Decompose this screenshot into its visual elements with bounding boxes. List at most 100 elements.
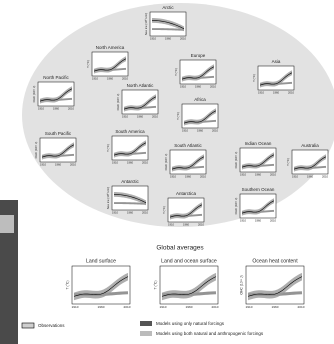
panel-title: Land and ocean surface bbox=[161, 259, 217, 265]
x-tick-label: 2010 bbox=[288, 90, 294, 94]
x-tick-label: 1960 bbox=[107, 76, 113, 80]
x-tick-label: 1960 bbox=[273, 90, 279, 94]
y-axis-label: T (°C) bbox=[252, 74, 256, 82]
y-axis-label: OHC (10²² J) bbox=[240, 275, 244, 294]
x-tick-label: 2010 bbox=[322, 174, 328, 178]
x-tick-label: 2010 bbox=[124, 305, 131, 309]
x-tick-label: 2010 bbox=[142, 160, 148, 164]
x-tick-label: 2010 bbox=[152, 114, 158, 118]
x-tick-label: 1960 bbox=[98, 305, 105, 309]
x-tick-label: 1910 bbox=[168, 222, 174, 226]
section-title: Global averages bbox=[156, 245, 204, 252]
x-tick-label: 1960 bbox=[183, 222, 189, 226]
x-tick-label: 2010 bbox=[270, 172, 276, 176]
panel-title: Asia bbox=[272, 59, 281, 64]
x-tick-label: 1910 bbox=[72, 305, 79, 309]
panel-title: South Atlantic bbox=[174, 143, 202, 148]
x-tick-label: 1960 bbox=[53, 106, 59, 110]
x-tick-label: 1960 bbox=[127, 160, 133, 164]
legend-swatch bbox=[22, 323, 34, 328]
x-tick-label: 1910 bbox=[170, 174, 176, 178]
x-tick-label: 2010 bbox=[70, 162, 76, 166]
x-tick-label: 1910 bbox=[160, 305, 167, 309]
panel-title: Antarctica bbox=[176, 191, 197, 196]
y-axis-label: T (°C) bbox=[286, 158, 290, 166]
y-axis-label: OHC (10²² J) bbox=[34, 142, 38, 159]
x-tick-label: 1960 bbox=[255, 218, 261, 222]
x-tick-label: 2010 bbox=[198, 222, 204, 226]
natural-band bbox=[114, 203, 146, 204]
panel-title: Arctic bbox=[162, 5, 174, 10]
x-tick-label: 1910 bbox=[180, 84, 186, 88]
x-tick-label: 1960 bbox=[165, 36, 171, 40]
y-axis-label: T (°C) bbox=[174, 68, 178, 76]
panel-title: Land surface bbox=[86, 259, 116, 265]
panel-title: Africa bbox=[194, 97, 206, 102]
y-axis-label: OHC (10²² J) bbox=[234, 152, 238, 169]
panel-title: Ocean heat content bbox=[252, 259, 298, 265]
panel-title: Southern Ocean bbox=[242, 187, 275, 192]
panel-title: Europe bbox=[191, 53, 206, 58]
y-axis-label: OHC (10²² J) bbox=[32, 86, 36, 103]
x-tick-label: 2010 bbox=[200, 174, 206, 178]
x-tick-label: 1960 bbox=[195, 84, 201, 88]
y-axis-label: Sea ice (10⁶ km²) bbox=[106, 187, 110, 210]
figure: Global averages Observations Models usin… bbox=[0, 0, 334, 344]
x-tick-label: 2010 bbox=[212, 305, 219, 309]
x-tick-label: 2010 bbox=[68, 106, 74, 110]
y-axis-label: T (°C) bbox=[66, 281, 70, 290]
legend-label: Models using only natural forcings bbox=[156, 321, 225, 326]
x-tick-label: 1910 bbox=[258, 90, 264, 94]
x-tick-label: 1910 bbox=[292, 174, 298, 178]
x-tick-label: 1910 bbox=[92, 76, 98, 80]
x-tick-label: 2010 bbox=[180, 36, 186, 40]
legend-label: Models using both natural and anthropoge… bbox=[156, 331, 264, 336]
x-tick-label: 1960 bbox=[272, 305, 279, 309]
panel-title: Australia bbox=[301, 143, 319, 148]
x-tick-label: 1960 bbox=[255, 172, 261, 176]
x-tick-label: 1910 bbox=[182, 128, 188, 132]
x-tick-label: 2010 bbox=[212, 128, 218, 132]
x-tick-label: 1910 bbox=[112, 160, 118, 164]
panel-title: Antarctic bbox=[121, 179, 139, 184]
legend-label: Observations bbox=[38, 323, 65, 328]
x-tick-label: 1960 bbox=[307, 174, 313, 178]
x-tick-label: 1960 bbox=[137, 114, 143, 118]
y-axis-label: OHC (10²² J) bbox=[234, 198, 238, 215]
y-axis-label: T (°C) bbox=[162, 206, 166, 214]
x-tick-label: 1910 bbox=[240, 172, 246, 176]
x-tick-label: 2010 bbox=[142, 210, 148, 214]
x-tick-label: 1910 bbox=[112, 210, 118, 214]
y-axis-label: T (°C) bbox=[154, 281, 158, 290]
x-tick-label: 1910 bbox=[150, 36, 156, 40]
x-tick-label: 1960 bbox=[185, 174, 191, 178]
x-tick-label: 1910 bbox=[246, 305, 253, 309]
y-axis-label: OHC (10²² J) bbox=[116, 94, 120, 111]
x-tick-label: 2010 bbox=[298, 305, 305, 309]
y-axis-label: Sea ice (10⁶ km²) bbox=[144, 13, 148, 36]
x-tick-label: 1910 bbox=[38, 106, 44, 110]
panel-title: North America bbox=[96, 45, 125, 50]
y-axis-label: T (°C) bbox=[86, 60, 90, 68]
panel-title: North Pacific bbox=[43, 75, 69, 80]
x-tick-label: 1910 bbox=[40, 162, 46, 166]
x-tick-label: 2010 bbox=[210, 84, 216, 88]
x-tick-label: 1960 bbox=[127, 210, 133, 214]
panel-title: South Pacific bbox=[45, 131, 72, 136]
y-axis-label: OHC (10²² J) bbox=[164, 154, 168, 171]
y-axis-label: T (°C) bbox=[176, 112, 180, 120]
photo-fragment bbox=[0, 215, 14, 233]
panel-title: North Atlantic bbox=[127, 83, 155, 88]
legend-swatch bbox=[140, 321, 152, 326]
x-tick-label: 1960 bbox=[55, 162, 61, 166]
x-tick-label: 1960 bbox=[197, 128, 203, 132]
x-tick-label: 1910 bbox=[240, 218, 246, 222]
legend-swatch bbox=[140, 331, 152, 336]
x-tick-label: 1910 bbox=[122, 114, 128, 118]
x-tick-label: 2010 bbox=[122, 76, 128, 80]
natural-band bbox=[152, 29, 184, 30]
x-tick-label: 1960 bbox=[186, 305, 193, 309]
panel-title: South America bbox=[115, 129, 145, 134]
panel-title: Indian Ocean bbox=[245, 141, 272, 146]
x-tick-label: 2010 bbox=[270, 218, 276, 222]
